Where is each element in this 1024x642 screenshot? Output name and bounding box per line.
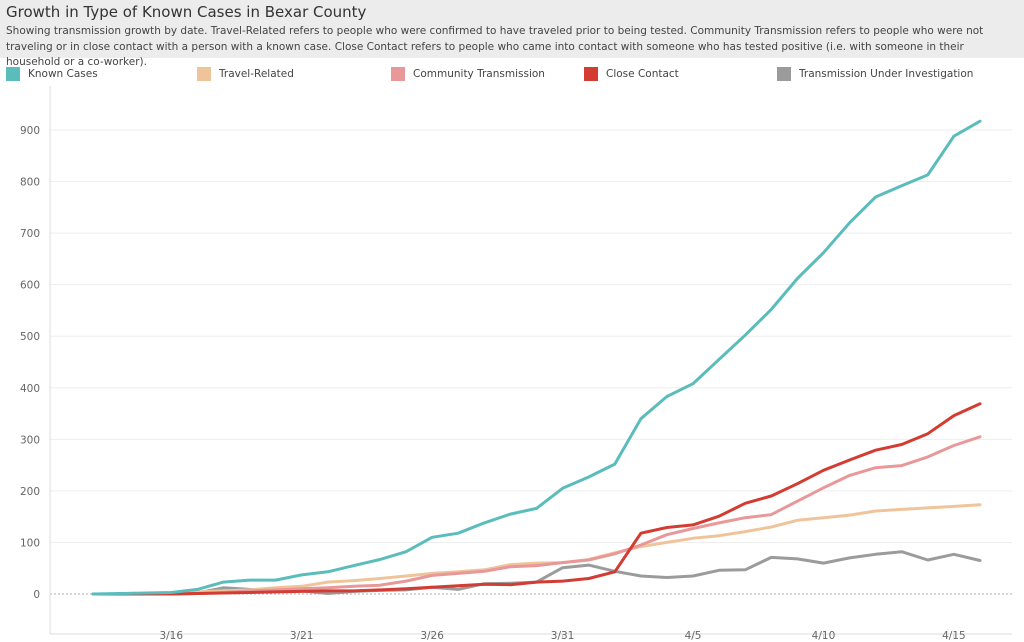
legend-label: Transmission Under Investigation [799, 68, 974, 80]
legend-label: Community Transmission [413, 68, 545, 80]
x-tick-label: 3/26 [420, 630, 444, 642]
line-chart: 0 100 200 300 400 500 600 700 800 900 3/16 3/21 3/26… [20, 86, 1012, 642]
legend-item-known-cases[interactable]: Known Cases [6, 64, 98, 84]
gridlines [50, 129, 1012, 595]
y-tick-label: 0 [33, 589, 40, 601]
x-tick-label: 4/15 [942, 630, 966, 642]
x-tick-label: 4/10 [812, 630, 836, 642]
x-tick-label: 4/5 [685, 630, 702, 642]
legend: Known Cases Travel-Related Community Tra… [0, 64, 1024, 86]
legend-item-community-transmission[interactable]: Community Transmission [391, 64, 545, 84]
y-tick-label: 500 [20, 331, 40, 343]
series-line-transmission-under-investigation[interactable] [91, 550, 982, 596]
series-lines [91, 119, 982, 596]
axes: 0 100 200 300 400 500 600 700 800 900 3/16 3/21 3/26… [20, 86, 1012, 642]
series-line-known-cases[interactable] [91, 119, 982, 596]
legend-label: Travel-Related [219, 68, 294, 80]
chart-header: Growth in Type of Known Cases in Bexar C… [0, 0, 1024, 68]
y-tick-label: 200 [20, 486, 40, 498]
legend-swatch [584, 67, 598, 81]
legend-swatch [6, 67, 20, 81]
x-tick-label: 3/31 [551, 630, 575, 642]
chart-subtitle: Showing transmission growth by date. Tra… [6, 25, 984, 68]
legend-label: Close Contact [606, 68, 679, 80]
series-line-close-contact[interactable] [91, 402, 982, 596]
y-tick-label: 400 [20, 383, 40, 395]
legend-swatch [777, 67, 791, 81]
legend-swatch [197, 67, 211, 81]
legend-item-close-contact[interactable]: Close Contact [584, 64, 679, 84]
legend-item-transmission-under-investigation[interactable]: Transmission Under Investigation [777, 64, 973, 84]
legend-label: Known Cases [28, 68, 98, 80]
y-tick-label: 900 [20, 125, 40, 137]
y-tick-label: 800 [20, 177, 40, 189]
x-tick-label: 3/16 [159, 630, 183, 642]
y-tick-label: 700 [20, 228, 40, 240]
y-tick-label: 100 [20, 537, 40, 549]
x-tick-label: 3/21 [290, 630, 314, 642]
legend-item-travel-related[interactable]: Travel-Related [197, 64, 294, 84]
legend-swatch [391, 67, 405, 81]
y-tick-label: 600 [20, 280, 40, 292]
chart-title: Growth in Type of Known Cases in Bexar C… [6, 3, 367, 21]
y-tick-label: 300 [20, 434, 40, 446]
